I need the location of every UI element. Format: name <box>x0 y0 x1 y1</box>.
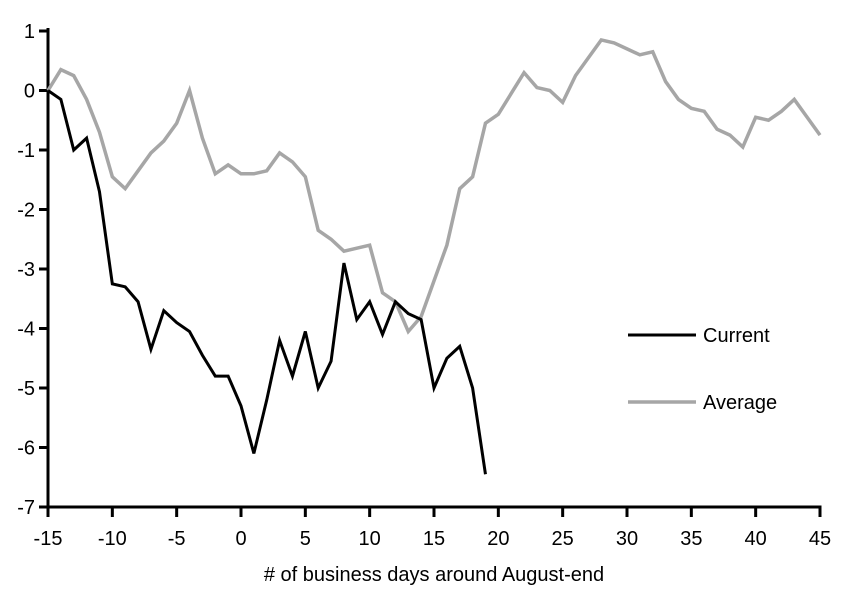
y-tick-label: 1 <box>24 21 35 43</box>
y-tick-label: -1 <box>17 140 35 162</box>
x-tick-label: 5 <box>300 528 311 550</box>
x-tick-label: -15 <box>34 528 63 550</box>
current-series-line <box>47 89 487 475</box>
x-tick-label: 30 <box>616 528 638 550</box>
y-tick-label: -7 <box>17 497 35 519</box>
x-tick-label: -10 <box>98 528 127 550</box>
x-tick-label: 0 <box>235 528 246 550</box>
y-tick-label: -3 <box>17 259 35 281</box>
x-tick-label: -5 <box>168 528 186 550</box>
y-tick-label: 0 <box>24 81 35 103</box>
x-tick-label: 35 <box>680 528 702 550</box>
y-tick-label: -2 <box>17 200 35 222</box>
x-tick-label: 25 <box>552 528 574 550</box>
x-tick-label: 40 <box>745 528 767 550</box>
legend-current-label: Current <box>703 325 770 347</box>
x-axis-title: # of business days around August-end <box>264 564 604 586</box>
y-axis-ticks: 1 0 -1 -2 -3 -4 -5 -6 -7 <box>17 21 48 519</box>
y-tick-label: -5 <box>17 378 35 400</box>
legend-average-label: Average <box>703 392 777 414</box>
x-tick-label: 45 <box>809 528 831 550</box>
y-tick-label: -4 <box>17 319 35 341</box>
x-tick-label: 10 <box>359 528 381 550</box>
x-tick-label: 15 <box>423 528 445 550</box>
legend: Current Average <box>628 325 777 414</box>
y-tick-label: -6 <box>17 438 35 460</box>
x-tick-label: 20 <box>487 528 509 550</box>
x-axis-ticks: -15 -10 -5 0 5 10 15 20 25 30 35 40 45 <box>34 507 831 550</box>
average-series-line <box>46 37 822 335</box>
